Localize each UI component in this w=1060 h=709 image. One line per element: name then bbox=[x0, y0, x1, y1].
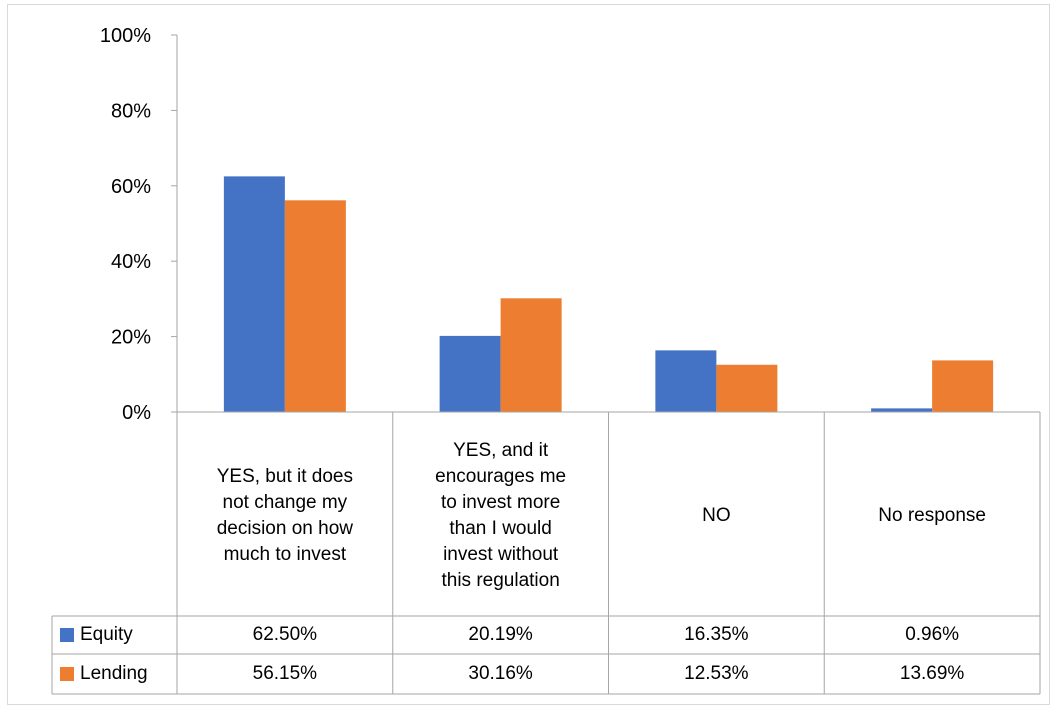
legend-label: Lending bbox=[80, 663, 148, 684]
y-tick-label: 60% bbox=[111, 176, 151, 198]
legend-label: Equity bbox=[80, 624, 133, 645]
table-value-equity: 20.19% bbox=[468, 624, 533, 645]
y-tick-label: 40% bbox=[111, 251, 151, 273]
chart-border bbox=[7, 4, 1050, 705]
legend-key bbox=[60, 667, 74, 681]
table-value-lending: 13.69% bbox=[899, 663, 965, 684]
bar-equity bbox=[223, 176, 285, 412]
x-category-text: YES, and it encourages me to invest more th… bbox=[435, 440, 567, 591]
bar-equity bbox=[439, 335, 501, 412]
table-value-lending: 30.16% bbox=[468, 663, 533, 684]
x-category-label: YES, and it encourages me to invest more th… bbox=[393, 416, 609, 616]
bar-lending bbox=[284, 200, 346, 412]
bar-lending bbox=[716, 364, 778, 412]
x-category-text: YES, but it does not change my decision on… bbox=[216, 466, 353, 565]
x-category-label: No response bbox=[824, 416, 1040, 616]
bar-equity bbox=[871, 408, 933, 412]
table-value-lending: 12.53% bbox=[684, 663, 749, 684]
y-tick-label: 20% bbox=[111, 327, 151, 349]
y-tick-label: 100% bbox=[100, 25, 151, 47]
table-value-equity: 62.50% bbox=[252, 624, 318, 645]
legend-key bbox=[60, 628, 74, 642]
bar-equity bbox=[655, 350, 717, 412]
bar-lending bbox=[500, 298, 562, 412]
table-value-equity: 16.35% bbox=[684, 624, 749, 645]
legend-item-equity: Equity bbox=[52, 616, 177, 654]
bar-lending bbox=[932, 360, 994, 412]
x-category-text: NO bbox=[702, 505, 731, 526]
legend-item-lending: Lending bbox=[52, 654, 177, 694]
y-tick-label: 0% bbox=[122, 402, 151, 424]
table-value-equity: 0.96% bbox=[905, 624, 960, 645]
table-value-lending: 56.15% bbox=[252, 663, 318, 684]
y-tick-label: 80% bbox=[111, 100, 151, 122]
x-category-label: NO bbox=[609, 416, 825, 616]
x-category-text: No response bbox=[878, 505, 986, 526]
x-category-label: YES, but it does not change my decision on… bbox=[177, 416, 393, 616]
